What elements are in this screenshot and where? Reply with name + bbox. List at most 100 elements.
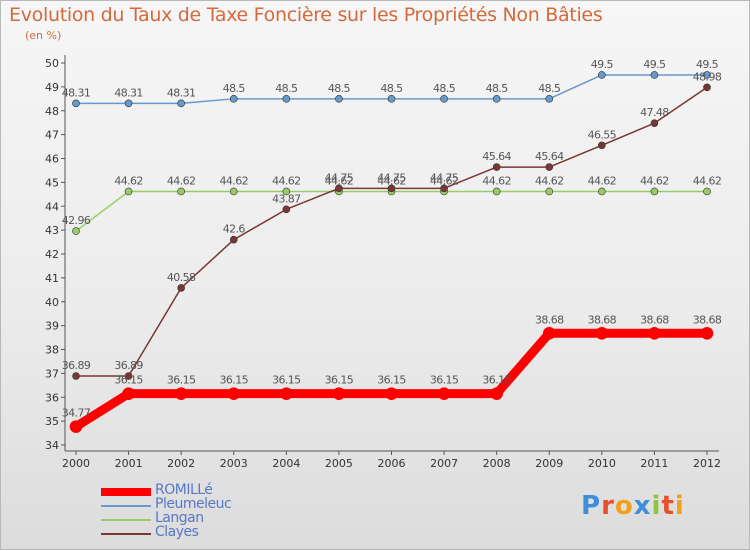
series-point-1 — [440, 95, 448, 103]
data-label-3: 40.58 — [167, 271, 196, 284]
series-point-1 — [598, 71, 606, 79]
series-point-2 — [492, 187, 501, 196]
series-point-0 — [69, 420, 83, 433]
series-point-3 — [72, 372, 80, 380]
series-point-1 — [72, 99, 80, 108]
series-point-2 — [650, 187, 659, 196]
series-point-2 — [177, 187, 185, 196]
chart-title: Evolution du Taux de Taxe Foncière sur l… — [9, 4, 603, 26]
data-label-1: 49.5 — [696, 58, 719, 71]
chart-subtitle: (en %) — [25, 29, 62, 42]
data-label-2: 44.62 — [377, 174, 406, 187]
series-point-3 — [229, 235, 238, 244]
data-label-0: 38.68 — [535, 313, 564, 326]
series-point-3 — [124, 372, 133, 380]
data-label-0: 36.15 — [482, 374, 511, 387]
series-point-2 — [282, 187, 291, 196]
series-line-2 — [75, 190, 708, 232]
series-point-0 — [542, 326, 556, 340]
data-label-2: 44.62 — [167, 174, 196, 187]
x-tick-label: 2004 — [272, 457, 300, 470]
y-tick-label: 36 — [45, 391, 59, 404]
series-point-2 — [229, 187, 238, 196]
x-tick-label: 2007 — [430, 457, 458, 470]
data-label-2: 44.62 — [272, 174, 301, 187]
series-point-0 — [595, 326, 609, 340]
data-label-3: 44.75 — [377, 171, 406, 184]
series-point-0 — [648, 326, 661, 340]
y-tick-label: 43 — [45, 224, 59, 237]
y-tick-label: 40 — [45, 296, 59, 309]
series-point-1 — [387, 95, 396, 103]
y-tick-label: 41 — [45, 272, 59, 285]
series-point-3 — [650, 119, 659, 127]
data-label-2: 44.62 — [640, 174, 669, 187]
y-tick-label: 35 — [45, 415, 59, 428]
series-point-1 — [229, 95, 238, 103]
series-point-2 — [598, 187, 606, 196]
data-label-3: 36.89 — [62, 359, 91, 372]
data-label-2: 44.62 — [482, 174, 511, 187]
y-tick-label: 45 — [45, 176, 59, 189]
series-point-0 — [490, 387, 503, 400]
legend-label-clayes: Clayes — [155, 524, 199, 540]
x-tick-label: 2008 — [483, 457, 511, 470]
series-point-2 — [703, 187, 711, 196]
y-tick-label: 46 — [45, 153, 59, 166]
series-point-3 — [177, 284, 185, 292]
x-tick-label: 2003 — [220, 457, 248, 470]
y-tick-label: 39 — [45, 320, 59, 333]
x-tick-label: 2006 — [378, 457, 406, 470]
data-label-3: 48.98 — [693, 70, 722, 83]
x-tick-label: 2012 — [693, 457, 721, 470]
data-label-3: 46.55 — [588, 128, 617, 141]
y-tick-label: 42 — [45, 248, 59, 261]
legend-item-romille: ROMILLé — [101, 482, 321, 499]
data-label-2: 44.62 — [220, 174, 249, 187]
data-label-0: 36.15 — [220, 374, 249, 387]
series-point-1 — [124, 99, 133, 108]
brand-logo: Proxiti — [581, 491, 685, 521]
data-label-0: 38.68 — [693, 313, 722, 326]
x-tick-label: 2000 — [62, 457, 90, 470]
series-point-0 — [700, 326, 714, 340]
data-label-1: 48.5 — [380, 82, 403, 95]
series-point-1 — [545, 95, 554, 103]
series-point-3 — [598, 141, 606, 150]
series-point-2 — [545, 187, 554, 196]
data-label-2: 44.62 — [535, 174, 564, 187]
series-point-3 — [387, 184, 396, 193]
x-tick-label: 2009 — [535, 457, 563, 470]
chart-legend: ROMILLé Pleumeleuc Langan Clayes — [101, 482, 321, 541]
data-label-3: 45.64 — [482, 150, 511, 163]
data-label-3: 44.75 — [325, 171, 354, 184]
data-label-3: 36.89 — [114, 359, 143, 372]
series-point-2 — [124, 187, 133, 196]
data-label-1: 48.5 — [538, 82, 561, 95]
data-label-0: 38.68 — [640, 313, 669, 326]
y-tick-label: 34 — [45, 439, 59, 452]
chart-data-labels: 34.77 36.15 36.15 36.15 36.15 36.15 36.15 36.15… — [62, 58, 723, 420]
data-label-3: 44.75 — [430, 171, 459, 184]
y-tick-label: 37 — [45, 367, 59, 380]
series-point-3 — [703, 83, 711, 92]
series-point-1 — [492, 95, 501, 103]
x-tick-label: 2011 — [640, 457, 668, 470]
data-label-0: 36.15 — [377, 374, 406, 387]
data-label-1: 48.5 — [275, 82, 298, 95]
data-label-1: 48.5 — [486, 82, 509, 95]
data-label-0: 36.15 — [167, 374, 196, 387]
series-point-3 — [545, 163, 554, 171]
data-label-2: 44.62 — [693, 174, 722, 187]
series-point-0 — [437, 387, 451, 400]
x-tick-label: 2001 — [115, 457, 143, 470]
data-label-0: 36.15 — [114, 374, 143, 387]
series-point-0 — [332, 387, 346, 400]
series-point-1 — [282, 95, 291, 103]
legend-swatch-langan — [101, 519, 151, 521]
legend-item-clayes: Clayes — [101, 524, 321, 541]
series-point-1 — [703, 71, 711, 79]
legend-swatch-romille — [101, 488, 151, 496]
